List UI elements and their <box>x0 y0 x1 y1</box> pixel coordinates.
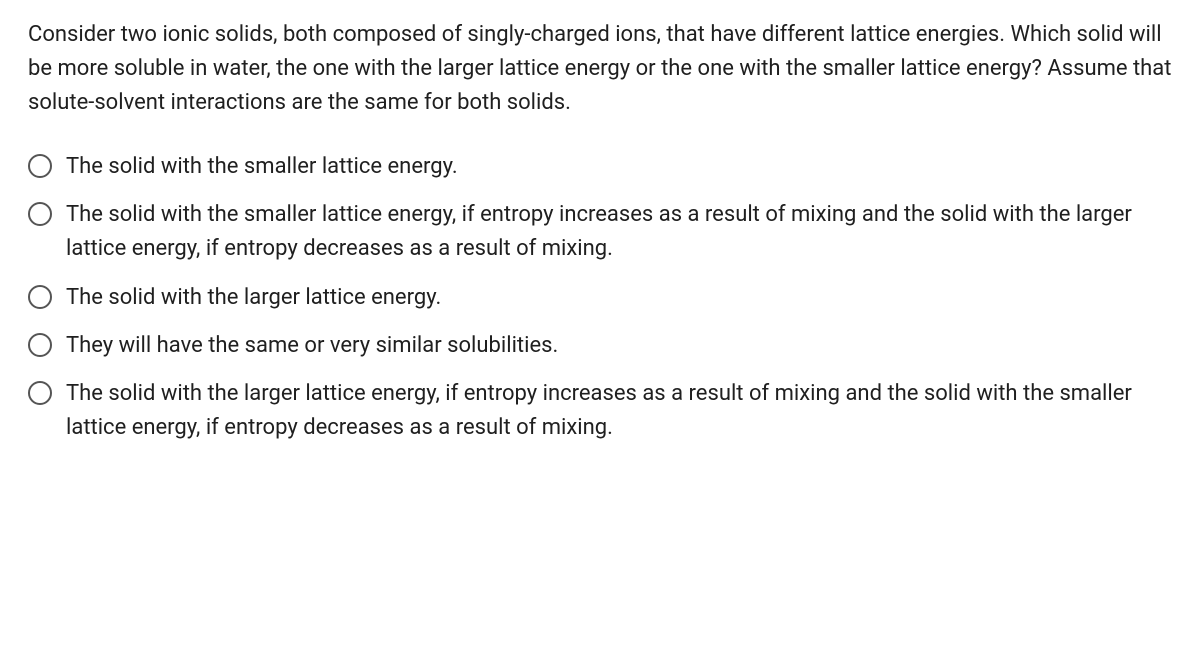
option-label: They will have the same or very similar … <box>66 329 558 363</box>
option-label: The solid with the larger lattice energy… <box>66 377 1172 445</box>
option-2[interactable]: The solid with the smaller lattice energ… <box>28 198 1172 266</box>
option-3[interactable]: The solid with the larger lattice energy… <box>28 281 1172 315</box>
radio-icon[interactable] <box>28 285 52 309</box>
question-text: Consider two ionic solids, both composed… <box>28 18 1172 120</box>
radio-icon[interactable] <box>28 333 52 357</box>
option-1[interactable]: The solid with the smaller lattice energ… <box>28 150 1172 184</box>
options-list: The solid with the smaller lattice energ… <box>28 150 1172 445</box>
option-5[interactable]: The solid with the larger lattice energy… <box>28 377 1172 445</box>
radio-icon[interactable] <box>28 202 52 226</box>
option-4[interactable]: They will have the same or very similar … <box>28 329 1172 363</box>
radio-icon[interactable] <box>28 154 52 178</box>
option-label: The solid with the larger lattice energy… <box>66 281 441 315</box>
option-label: The solid with the smaller lattice energ… <box>66 150 458 184</box>
option-label: The solid with the smaller lattice energ… <box>66 198 1172 266</box>
radio-icon[interactable] <box>28 381 52 405</box>
